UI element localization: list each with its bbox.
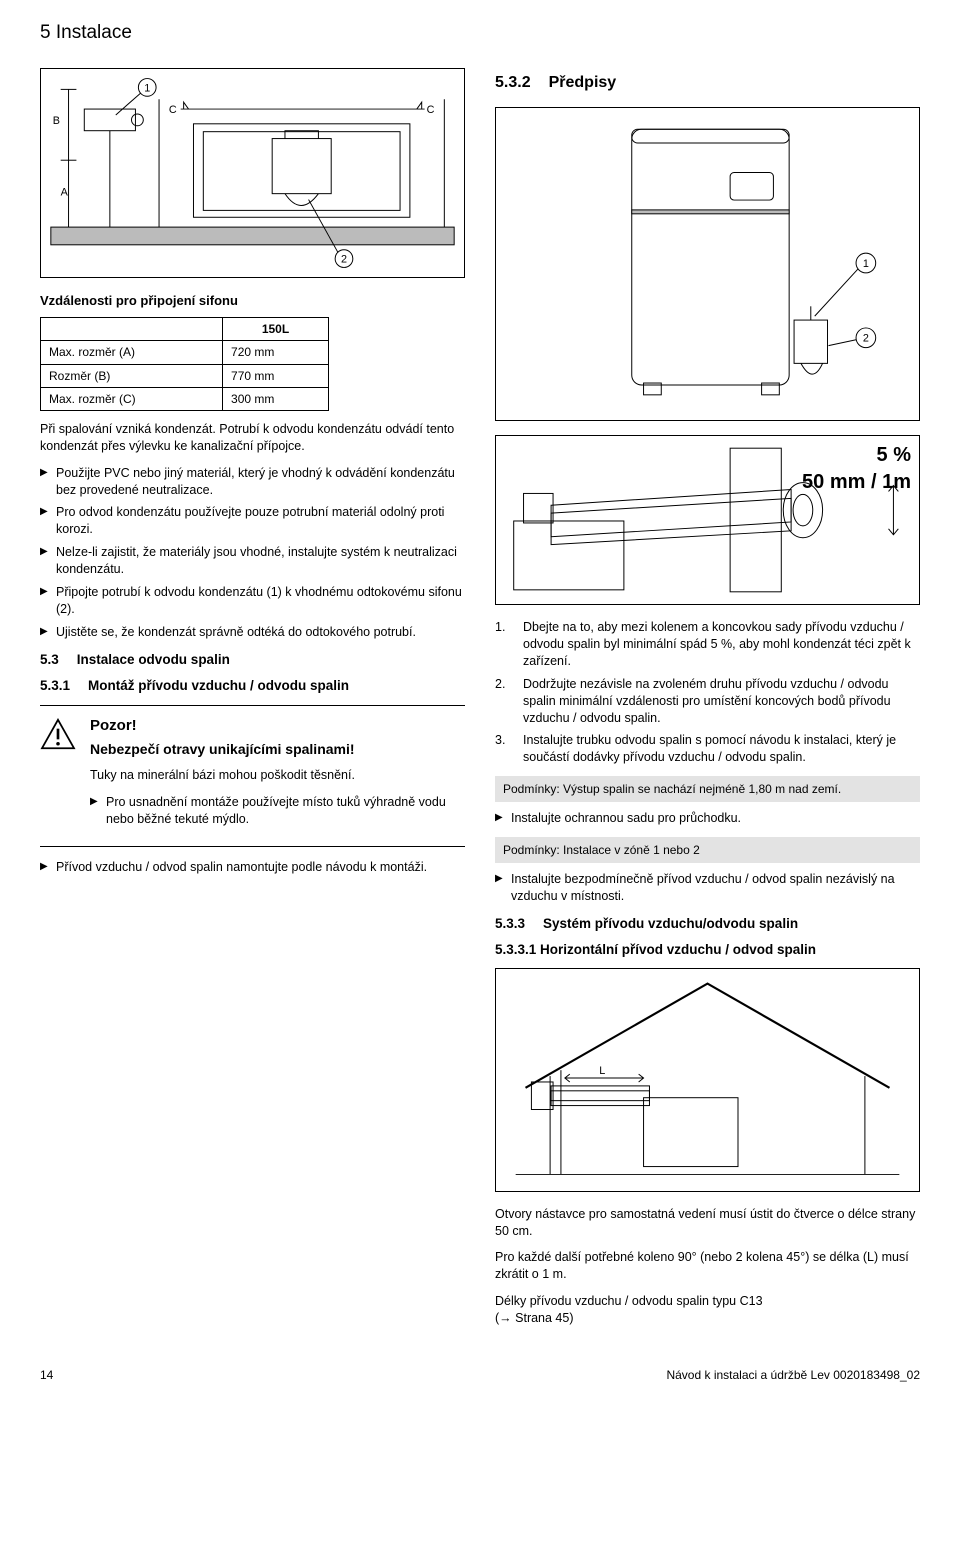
list-item: Použijte PVC nebo jiný materiál, který j… — [40, 465, 465, 499]
callout-C-left: C — [169, 104, 177, 116]
cell-label: Max. rozměr (A) — [41, 341, 223, 364]
heading-text: Montáž přívodu vzduchu / odvodu spalin — [88, 677, 349, 695]
right-para-2: Pro každé další potřebné koleno 90° (neb… — [495, 1249, 920, 1283]
para-text-a: Délky přívodu vzduchu / odvodu spalin ty… — [495, 1294, 763, 1308]
figure-boiler: 1 2 — [495, 107, 920, 421]
list-text: Dodržujte nezávisle na zvoleném druhu př… — [523, 676, 920, 727]
right-para-3: Délky přívodu vzduchu / odvodu spalin ty… — [495, 1293, 920, 1327]
table-row: Max. rozměr (C) 300 mm — [41, 387, 329, 410]
condition-box-2: Podmínky: Instalace v zóně 1 nebo 2 — [495, 837, 920, 863]
page-title: 5 Instalace — [40, 20, 920, 46]
footer-doc-id: Návod k instalaci a údržbě Lev 002018349… — [666, 1367, 920, 1383]
condition-text: Podmínky: Výstup spalin se nachází nejmé… — [503, 782, 841, 796]
para-text-b: (→ Strana 45) — [495, 1311, 574, 1325]
condition-box-1: Podmínky: Výstup spalin se nachází nejmé… — [495, 776, 920, 802]
right-numbered-list: 1.Dbejte na to, aby mezi kolenem a konco… — [495, 619, 920, 766]
heading-num: 5.3.3 — [495, 915, 525, 933]
callout-2: 2 — [863, 333, 869, 345]
list-item: Instalujte ochrannou sadu pro průchodku. — [495, 810, 920, 827]
right-para-1: Otvory nástavce pro samostatná vedení mu… — [495, 1206, 920, 1240]
heading-text: Systém přívodu vzduchu/odvodu spalin — [543, 915, 798, 933]
list-item: Pro odvod kondenzátu používejte pouze po… — [40, 504, 465, 538]
heading-5-3: 5.3 Instalace odvodu spalin — [40, 651, 465, 669]
siphon-table-caption: Vzdálenosti pro připojení sifonu — [40, 292, 465, 310]
figure-house-horizontal: L — [495, 968, 920, 1192]
list-item: Ujistěte se, že kondenzát správně odtéká… — [40, 624, 465, 641]
heading-5-3-1: 5.3.1 Montáž přívodu vzduchu / odvodu sp… — [40, 677, 465, 695]
table-row: Rozměr (B) 770 mm — [41, 364, 329, 387]
siphon-table: 150L Max. rozměr (A) 720 mm Rozměr (B) 7… — [40, 317, 329, 411]
caution-subtitle: Nebezpečí otravy unikajícími spalinami! — [90, 740, 465, 759]
cell-value: 770 mm — [223, 364, 329, 387]
right-column: 5.3.2 Předpisy 1 — [495, 68, 920, 1337]
main-columns: B A C C — [40, 68, 920, 1337]
condition-text: Podmínky: Instalace v zóně 1 nebo 2 — [503, 843, 700, 857]
callout-1-top: 1 — [144, 82, 150, 94]
list-text: Dbejte na to, aby mezi kolenem a koncovk… — [523, 619, 920, 670]
slope-pct: 5 % — [802, 442, 911, 469]
heading-5-3-3: 5.3.3 Systém přívodu vzduchu/odvodu spal… — [495, 915, 920, 933]
slope-txt: 50 mm / 1m — [802, 469, 911, 496]
figure-flue-slope: 5 % 50 mm / 1m — [495, 435, 920, 605]
cell-label: Max. rozměr (C) — [41, 387, 223, 410]
list-item: 1.Dbejte na to, aby mezi kolenem a konco… — [495, 619, 920, 670]
left-column: B A C C — [40, 68, 465, 1337]
cell-value: 720 mm — [223, 341, 329, 364]
callout-B: B — [53, 114, 60, 126]
left-final-list: Přívod vzduchu / odvod spalin namontujte… — [40, 859, 465, 876]
table-row: Max. rozměr (A) 720 mm — [41, 341, 329, 364]
callout-C-right: C — [427, 104, 435, 116]
label-L: L — [599, 1065, 605, 1077]
callout-2-bottom: 2 — [341, 253, 347, 265]
caution-bullet: Pro usnadnění montáže používejte místo t… — [90, 794, 465, 828]
list-item: Nelze-li zajistit, že materiály jsou vho… — [40, 544, 465, 578]
caution-block: Pozor! Nebezpečí otravy unikajícími spal… — [40, 705, 465, 847]
cell-label: Rozměr (B) — [41, 364, 223, 387]
left-para-1: Při spalování vzniká kondenzát. Potrubí … — [40, 421, 465, 455]
callout-1: 1 — [863, 258, 869, 270]
figure-siphon-dimensions: B A C C — [40, 68, 465, 278]
siphon-table-col-header: 150L — [223, 318, 329, 341]
heading-5-3-2: 5.3.2 Předpisy — [495, 72, 920, 94]
left-bullet-list: Použijte PVC nebo jiný materiál, který j… — [40, 465, 465, 641]
warning-icon — [40, 718, 76, 750]
list-text: Instalujte trubku odvodu spalin s pomocí… — [523, 732, 920, 766]
list-item: 2.Dodržujte nezávisle na zvoleném druhu … — [495, 676, 920, 727]
list-item: Připojte potrubí k odvodu kondenzátu (1)… — [40, 584, 465, 618]
heading-num: 5.3.1 — [40, 677, 70, 695]
list-item: Přívod vzduchu / odvod spalin namontujte… — [40, 859, 465, 876]
page-number: 14 — [40, 1367, 53, 1383]
heading-num: 5.3 — [40, 651, 59, 669]
page-footer: 14 Návod k instalaci a údržbě Lev 002018… — [40, 1367, 920, 1383]
caution-title: Pozor! — [90, 716, 465, 736]
list-item: 3.Instalujte trubku odvodu spalin s pomo… — [495, 732, 920, 766]
heading-text: Instalace odvodu spalin — [77, 651, 230, 669]
heading-5-3-3-1: 5.3.3.1 Horizontální přívod vzduchu / od… — [495, 941, 920, 959]
heading-num: 5.3.2 — [495, 72, 531, 94]
heading-text: Předpisy — [549, 72, 617, 94]
cell-value: 300 mm — [223, 387, 329, 410]
right-tri-list-2: Instalujte bezpodmínečně přívod vzduchu … — [495, 871, 920, 905]
caution-text: Pozor! Nebezpečí otravy unikajícími spal… — [90, 716, 465, 834]
right-tri-list-1: Instalujte ochrannou sadu pro průchodku. — [495, 810, 920, 827]
caution-line: Tuky na minerální bázi mohou poškodit tě… — [90, 767, 465, 784]
list-item: Instalujte bezpodmínečně přívod vzduchu … — [495, 871, 920, 905]
slope-label: 5 % 50 mm / 1m — [802, 442, 911, 496]
callout-A: A — [61, 186, 69, 198]
